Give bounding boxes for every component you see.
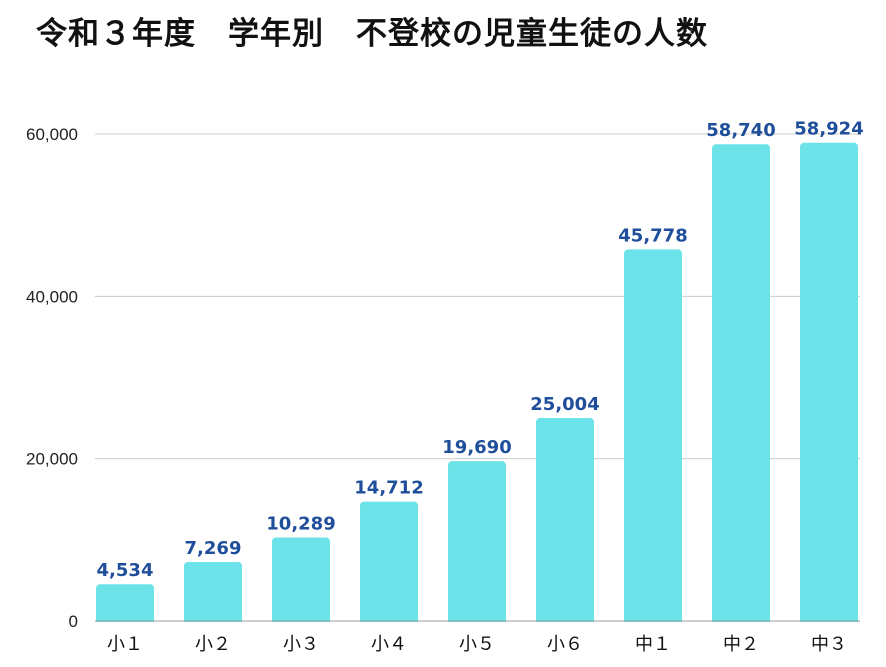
data-label: 4,534 [97, 560, 154, 581]
bar [272, 537, 330, 625]
category-label: 小１ [107, 634, 143, 655]
baseline-mask [90, 622, 870, 626]
chart-title: 令和３年度 学年別 不登校の児童生徒の人数 [36, 16, 708, 52]
data-labels: 4,534 7,269 10,289 14,712 19,690 25,004 45,778… [97, 119, 864, 581]
x-axis-categories: 小１ 小２ 小３ 小４ 小５ 小６ 中１ 中２ 中３ [107, 634, 847, 655]
data-label: 58,924 [794, 119, 863, 140]
category-label: 小４ [371, 634, 407, 655]
category-label: 小５ [459, 634, 495, 655]
category-label: 中３ [811, 634, 847, 655]
y-tick-label: 40,000 [26, 287, 78, 306]
y-tick-label: 60,000 [26, 125, 78, 144]
data-label: 14,712 [354, 478, 423, 499]
category-label: 小２ [195, 634, 231, 655]
category-label: 小３ [283, 634, 319, 655]
data-label: 58,740 [706, 120, 775, 141]
data-label: 10,289 [266, 513, 335, 534]
bar [800, 142, 858, 626]
bar [448, 461, 506, 625]
y-tick-label: 20,000 [26, 450, 78, 469]
category-label: 小６ [547, 634, 583, 655]
bar [712, 144, 770, 626]
category-label: 中１ [635, 634, 671, 655]
bar [96, 584, 154, 625]
bars [90, 142, 870, 626]
data-label: 19,690 [442, 437, 511, 458]
y-tick-label: 0 [69, 612, 78, 631]
category-label: 中２ [723, 634, 759, 655]
bar [624, 249, 682, 625]
bar [184, 561, 242, 625]
data-label: 7,269 [185, 538, 242, 559]
bar [360, 501, 418, 625]
bar [536, 418, 594, 625]
data-label: 25,004 [530, 394, 599, 415]
y-axis-ticks: 0 20,000 40,000 60,000 [26, 125, 78, 631]
data-label: 45,778 [618, 225, 687, 246]
